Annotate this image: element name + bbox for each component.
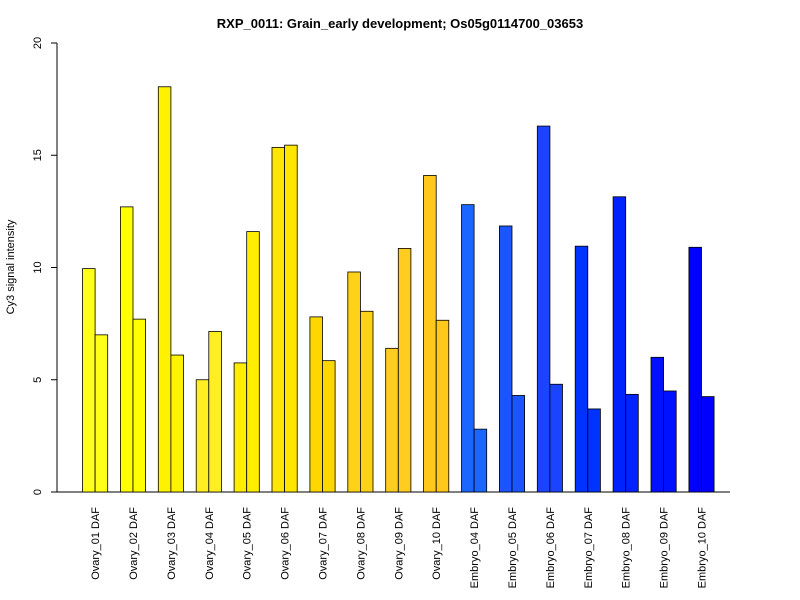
y-axis-label: Cy3 signal intensity <box>5 219 17 314</box>
bar-17-2 <box>701 396 715 493</box>
bar-12-1 <box>498 225 513 493</box>
bar-11-1 <box>461 204 475 493</box>
bar-6-2 <box>284 144 298 493</box>
bar-5-2 <box>246 231 260 493</box>
bar-5-1 <box>233 362 248 493</box>
x-tick-label: Ovary_10 DAF <box>431 507 443 580</box>
bar-12-2 <box>511 395 526 493</box>
x-tick-label: Embryo_09 DAF <box>659 507 671 589</box>
x-tick-label: Ovary_07 DAF <box>318 507 330 580</box>
bar-4-1 <box>195 379 210 493</box>
bar-3-1 <box>157 86 172 493</box>
bar-8-1 <box>347 271 361 493</box>
x-tick-label: Ovary_06 DAF <box>280 507 292 580</box>
y-tick-label: 15 <box>32 149 44 161</box>
chart-title: RXP_0011: Grain_early development; Os05g… <box>217 16 583 31</box>
bar-2-1 <box>120 206 134 493</box>
x-tick-label: Ovary_01 DAF <box>90 507 102 580</box>
x-tick-label: Ovary_08 DAF <box>355 507 367 580</box>
bar-9-1 <box>385 347 399 493</box>
bar-series <box>82 86 715 493</box>
y-tick-label: 0 <box>32 489 44 495</box>
bar-6-1 <box>271 146 286 493</box>
bar-2-2 <box>132 318 147 493</box>
bar-15-2 <box>625 393 639 493</box>
bar-8-2 <box>359 310 374 493</box>
y-tick-label: 20 <box>32 37 44 49</box>
x-tick-label: Embryo_08 DAF <box>621 507 633 589</box>
y-tick-label: 10 <box>32 261 44 273</box>
x-tick-label: Ovary_03 DAF <box>166 507 178 580</box>
x-tick-label: Embryo_06 DAF <box>545 507 557 589</box>
bar-13-1 <box>536 125 551 493</box>
x-tick-label: Embryo_10 DAF <box>697 507 709 589</box>
bar-4-2 <box>208 331 222 493</box>
y-tick-label: 5 <box>32 377 44 383</box>
x-tick-label: Ovary_04 DAF <box>204 507 216 580</box>
x-tick-label: Embryo_04 DAF <box>469 507 481 589</box>
x-tick-label: Embryo_05 DAF <box>507 507 519 589</box>
bar-17-1 <box>688 246 702 493</box>
y-axis-ticks: 0 5 10 15 20 <box>32 37 57 495</box>
bar-3-2 <box>170 354 184 493</box>
bar-1-2 <box>94 334 109 493</box>
bar-16-2 <box>663 390 677 493</box>
x-tick-label: Embryo_07 DAF <box>583 507 595 589</box>
bar-7-1 <box>309 316 323 493</box>
bar-13-2 <box>549 383 563 493</box>
bar-14-1 <box>574 245 589 493</box>
bar-1-1 <box>82 268 96 493</box>
bar-14-2 <box>587 408 601 493</box>
x-tick-label: Ovary_02 DAF <box>128 507 140 580</box>
x-axis-tick-labels: Ovary_01 DAF Ovary_02 DAF Ovary_03 DAF Ovar… <box>90 507 708 589</box>
bar-15-1 <box>612 196 627 493</box>
bar-10-2 <box>435 319 450 493</box>
bar-10-1 <box>423 175 437 493</box>
x-tick-label: Ovary_09 DAF <box>393 507 405 580</box>
bar-7-2 <box>322 360 336 493</box>
bar-9-2 <box>397 248 412 493</box>
x-tick-label: Ovary_05 DAF <box>242 507 254 580</box>
bar-16-1 <box>650 356 665 493</box>
bar-11-2 <box>473 428 488 493</box>
